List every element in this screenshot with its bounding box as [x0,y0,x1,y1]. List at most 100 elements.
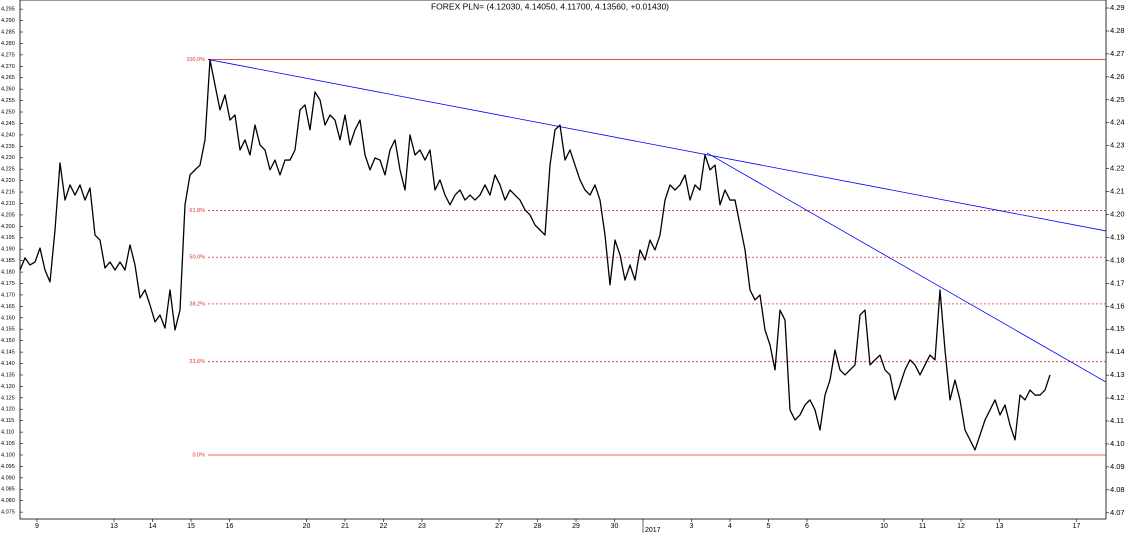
y2-tick-label: 4.16 [1110,301,1125,310]
y-tick-label: 4.200 [1,224,15,230]
x-tick-label: 12 [957,523,965,530]
x-tick-label: 23 [418,523,426,530]
y2-tick-label: 4.22 [1110,164,1125,173]
plot-frame [19,0,1107,520]
y-tick-label: 4.195 [1,235,15,241]
y-tick-label: 4.145 [1,350,15,356]
y-tick-label: 4.295 [1,7,15,13]
y-tick-label: 4.255 [1,98,15,104]
x-tick-label: 17 [1073,523,1081,530]
y2-tick-label: 4.27 [1110,49,1125,58]
y-tick-label: 4.285 [1,29,15,35]
y-tick-label: 4.105 [1,441,15,447]
y-tick-label: 4.210 [1,201,15,207]
x-tick-label: 21 [341,523,349,530]
fib-label: 100.0% [186,57,205,63]
x-tick-label: 11 [919,523,926,530]
y-tick-label: 4.240 [1,132,15,138]
y-tick-label: 4.275 [1,52,15,58]
price-line [19,59,1051,451]
fib-label: 61.8% [189,208,205,214]
y-tick-label: 4.075 [1,510,15,516]
y2-tick-label: 4.23 [1110,141,1125,150]
x-tick-label: 3 [690,523,694,530]
y-tick-label: 4.280 [1,41,15,47]
y-tick-label: 4.175 [1,281,15,287]
y-tick-label: 4.165 [1,304,15,310]
y-tick-label: 4.215 [1,190,15,196]
trend-line [207,59,1107,232]
y2-tick-label: 4.26 [1110,72,1125,81]
y-tick-label: 4.110 [1,430,14,436]
x-tick-label: 14 [149,523,157,530]
y-tick-label: 4.230 [1,155,15,161]
y-tick-label: 4.090 [1,475,15,481]
x-tick-label: 28 [534,523,542,530]
y-tick-label: 4.235 [1,144,15,150]
x-tick-label: 5 [767,523,771,530]
y-tick-label: 4.205 [1,212,15,218]
x-tick-label: 6 [805,523,809,530]
y-tick-label: 4.150 [1,338,15,344]
y-tick-label: 4.265 [1,75,15,81]
x-tick-label: 4 [728,523,732,530]
y-tick-label: 4.290 [1,18,15,24]
y-tick-label: 4.085 [1,487,15,493]
y-tick-label: 4.170 [1,292,15,298]
y2-tick-label: 4.12 [1110,393,1125,402]
y-tick-label: 4.115 [1,418,14,424]
y-tick-label: 4.180 [1,270,15,276]
y2-tick-label: 4.14 [1110,347,1125,356]
fib-label: 38.2% [189,301,205,307]
y2-tick-label: 4.13 [1110,370,1125,379]
fib-label: 23.6% [189,359,205,365]
y-tick-label: 4.095 [1,464,15,470]
y2-tick-label: 4.29 [1110,3,1125,12]
y-tick-label: 4.190 [1,247,15,253]
x-tick-label: 15 [187,523,195,530]
y-tick-label: 4.135 [1,372,15,378]
y2-tick-label: 4.11 [1110,416,1124,425]
y-tick-label: 4.250 [1,109,15,115]
fib-label: 0.0% [192,452,205,458]
x-tick-label: 9 [35,523,39,530]
y-tick-label: 4.260 [1,87,15,93]
y2-tick-label: 4.19 [1110,232,1125,241]
x-tick-label: 16 [226,523,234,530]
y-tick-label: 4.220 [1,178,15,184]
y2-tick-label: 4.20 [1110,210,1125,219]
y-tick-label: 4.080 [1,498,15,504]
y-tick-label: 4.155 [1,327,15,333]
y-tick-label: 4.185 [1,258,15,264]
y2-tick-label: 4.18 [1110,255,1125,264]
y-tick-label: 4.130 [1,384,15,390]
x-tick-label: 20 [303,523,311,530]
x-tick-label: 22 [380,523,388,530]
y-tick-label: 4.120 [1,407,15,413]
y-tick-label: 4.160 [1,315,15,321]
y-tick-label: 4.100 [1,452,15,458]
x-tick-label: 30 [611,523,619,530]
y-tick-label: 4.140 [1,361,15,367]
y2-tick-label: 4.08 [1110,485,1125,494]
y-tick-label: 4.125 [1,395,15,401]
y2-tick-label: 4.15 [1110,324,1125,333]
trend-line [706,152,1107,383]
y2-tick-label: 4.21 [1110,187,1125,196]
y2-tick-label: 4.17 [1110,278,1125,287]
y2-tick-label: 4.09 [1110,462,1125,471]
x-tick-label: 27 [495,523,503,530]
y2-tick-label: 4.07 [1110,508,1125,517]
y2-tick-label: 4.28 [1110,26,1125,35]
y2-tick-label: 4.25 [1110,95,1125,104]
y2-tick-label: 4.10 [1110,439,1125,448]
y2-tick-label: 4.24 [1110,118,1125,127]
fib-label: 50.0% [189,255,205,261]
x-tick-label: 29 [572,523,580,530]
y-tick-label: 4.245 [1,121,15,127]
x-tick-label: 13 [996,523,1004,530]
y-tick-label: 4.270 [1,64,15,70]
y-tick-label: 4.225 [1,167,15,173]
year-label: 2017 [645,527,661,533]
